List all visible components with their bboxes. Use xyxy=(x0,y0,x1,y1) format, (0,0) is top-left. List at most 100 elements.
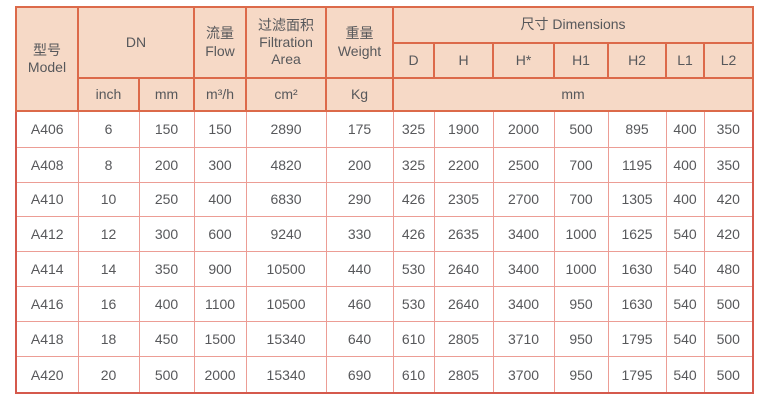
cell-dn-mm: 450 xyxy=(138,321,195,358)
cell-dn-mm: 400 xyxy=(138,286,195,323)
header-flow-en: Flow xyxy=(205,42,235,59)
header-dim-h1: H1 xyxy=(553,42,610,79)
cell-dim-h-star: 2700 xyxy=(492,181,555,218)
cell-dn-mm: 300 xyxy=(138,216,195,253)
cell-dn-mm: 350 xyxy=(138,251,195,288)
cell-flow: 900 xyxy=(193,251,247,288)
cell-weight: 690 xyxy=(325,356,394,394)
cell-dim-h-star: 3400 xyxy=(492,251,555,288)
cell-flow: 400 xyxy=(193,181,247,218)
table-row: A416 16 400 1100 10500 460 530 2640 3400 950 1630 5… xyxy=(15,286,754,323)
cell-weight: 200 xyxy=(325,146,394,183)
cell-dn-inch: 14 xyxy=(77,251,140,288)
cell-dim-l2: 420 xyxy=(703,181,754,218)
unit-inch: inch xyxy=(77,77,140,112)
cell-dim-h-star: 3400 xyxy=(492,216,555,253)
header-weight-en: Weight xyxy=(337,42,382,59)
header-row-main: 型号 Model DN 流量 Flow 过滤面积 Filtration Area… xyxy=(15,6,755,112)
cell-dim-l1: 400 xyxy=(665,110,705,148)
cell-dim-d: 325 xyxy=(392,110,435,148)
cell-dim-h1: 950 xyxy=(553,321,609,358)
unit-area: cm² xyxy=(245,77,328,112)
cell-dn-inch: 18 xyxy=(77,321,140,358)
unit-weight: Kg xyxy=(325,77,395,112)
cell-flow: 2000 xyxy=(193,356,247,394)
header-flow: 流量 Flow xyxy=(193,6,248,79)
cell-dim-h: 2805 xyxy=(433,321,494,358)
header-dn: DN xyxy=(76,6,196,79)
cell-dim-h1: 1000 xyxy=(553,216,609,253)
table-header: 型号 Model DN 流量 Flow 过滤面积 Filtration Area… xyxy=(15,6,755,112)
header-dim-h: H xyxy=(433,42,495,79)
cell-dim-d: 426 xyxy=(392,181,435,218)
cell-dim-l1: 540 xyxy=(665,286,705,323)
header-model-zh: 型号 xyxy=(33,41,61,58)
cell-dn-mm: 200 xyxy=(138,146,195,183)
cell-dim-h2: 1630 xyxy=(607,286,667,323)
cell-dn-inch: 20 xyxy=(77,356,140,394)
unit-mm: mm xyxy=(137,77,196,112)
table-row: A418 18 450 1500 15340 640 610 2805 3710 950 1795 5… xyxy=(15,321,754,358)
cell-dim-h-star: 3710 xyxy=(492,321,555,358)
cell-dim-h: 2640 xyxy=(433,286,494,323)
table-row: A408 8 200 300 4820 200 325 2200 2500 700 1195 400 3… xyxy=(15,146,754,183)
cell-dim-h: 2305 xyxy=(433,181,494,218)
cell-area: 9240 xyxy=(245,216,327,253)
cell-dim-l2: 500 xyxy=(703,356,754,394)
cell-dn-inch: 12 xyxy=(77,216,140,253)
cell-dim-h1: 950 xyxy=(553,356,609,394)
cell-dim-h1: 700 xyxy=(553,181,609,218)
table-row: A410 10 250 400 6830 290 426 2305 2700 700 1305 400… xyxy=(15,181,754,218)
unit-dimensions: mm xyxy=(392,77,755,112)
cell-dim-l2: 350 xyxy=(703,110,754,148)
header-dim-l1: L1 xyxy=(665,42,706,79)
cell-weight: 640 xyxy=(325,321,394,358)
cell-dim-h2: 1195 xyxy=(607,146,667,183)
header-dimensions: 尺寸 Dimensions xyxy=(392,6,755,44)
cell-dn-inch: 10 xyxy=(77,181,140,218)
table-row: A412 12 300 600 9240 330 426 2635 3400 1000 1625 54… xyxy=(15,216,754,253)
header-filtration-zh: 过滤面积 xyxy=(258,16,315,33)
cell-dim-l1: 540 xyxy=(665,251,705,288)
cell-dim-l1: 400 xyxy=(665,181,705,218)
cell-dim-l1: 540 xyxy=(665,216,705,253)
cell-model: A418 xyxy=(15,321,79,358)
cell-dim-l1: 540 xyxy=(665,356,705,394)
cell-dn-mm: 500 xyxy=(138,356,195,394)
header-filtration-en-line1: Filtration xyxy=(259,33,313,50)
cell-weight: 290 xyxy=(325,181,394,218)
cell-dim-l1: 400 xyxy=(665,146,705,183)
table-row: A414 14 350 900 10500 440 530 2640 3400 1000 1630 5… xyxy=(15,251,754,288)
cell-area: 10500 xyxy=(245,251,327,288)
cell-dim-d: 530 xyxy=(392,286,435,323)
cell-dim-d: 426 xyxy=(392,216,435,253)
cell-dim-h2: 1305 xyxy=(607,181,667,218)
cell-flow: 150 xyxy=(193,110,247,148)
cell-dim-h-star: 3400 xyxy=(492,286,555,323)
cell-dim-h-star: 2000 xyxy=(492,110,555,148)
header-dim-d: D xyxy=(392,42,436,79)
header-weight: 重量 Weight xyxy=(325,6,395,79)
unit-flow: m³/h xyxy=(193,77,248,112)
cell-model: A416 xyxy=(15,286,79,323)
header-dim-h2: H2 xyxy=(607,42,668,79)
cell-dim-l2: 420 xyxy=(703,216,754,253)
cell-flow: 1100 xyxy=(193,286,247,323)
table-row: A420 20 500 2000 15340 690 610 2805 3700 950 1795 5… xyxy=(15,356,754,394)
cell-model: A410 xyxy=(15,181,79,218)
cell-dim-h-star: 3700 xyxy=(492,356,555,394)
cell-model: A408 xyxy=(15,146,79,183)
cell-weight: 175 xyxy=(325,110,394,148)
header-row-dimension-columns: D H H* H1 H2 L1 L2 xyxy=(16,42,755,79)
cell-flow: 600 xyxy=(193,216,247,253)
cell-model: A412 xyxy=(15,216,79,253)
cell-dn-mm: 250 xyxy=(138,181,195,218)
cell-dim-h1: 1000 xyxy=(553,251,609,288)
cell-dim-h2: 1625 xyxy=(607,216,667,253)
table-row: A406 6 150 150 2890 175 325 1900 2000 500 895 400 35… xyxy=(15,110,754,148)
cell-dn-inch: 8 xyxy=(77,146,140,183)
cell-dn-mm: 150 xyxy=(138,110,195,148)
cell-dim-l1: 540 xyxy=(665,321,705,358)
header-flow-zh: 流量 xyxy=(206,25,235,42)
header-dim-l2: L2 xyxy=(703,42,755,79)
